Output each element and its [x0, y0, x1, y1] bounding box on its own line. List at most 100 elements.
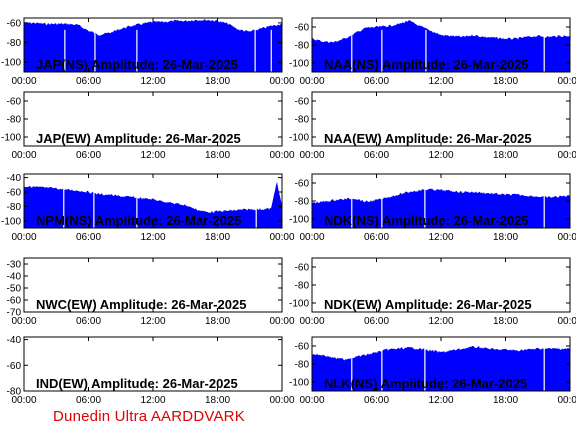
x-tick-label: 00:00 — [299, 395, 324, 406]
x-tick-label: 12:00 — [140, 76, 165, 87]
y-tick-label: -80 — [7, 38, 22, 49]
x-tick-label: 06:00 — [76, 316, 101, 327]
x-tick-label: 00:00 — [269, 76, 294, 87]
y-tick-label: -100 — [289, 378, 309, 389]
x-tick-label: 06:00 — [364, 232, 389, 243]
x-tick-label: 18:00 — [493, 76, 518, 87]
y-tick-label: -60 — [7, 188, 22, 199]
x-tick-label: 06:00 — [364, 395, 389, 406]
panel-title: JAP(EW) Amplitude: 26-Mar-2025 — [36, 131, 241, 146]
x-tick-label: 00:00 — [269, 395, 294, 406]
panel-title: NDK(EW) Amplitude: 26-Mar-2025 — [324, 297, 532, 312]
x-tick-label: 00:00 — [557, 76, 576, 87]
y-tick-label: -40 — [7, 272, 22, 283]
panel-title: JAP(NS) Amplitude: 26-Mar-2025 — [36, 57, 238, 72]
x-tick-label: 18:00 — [493, 150, 518, 161]
x-tick-label: 12:00 — [140, 150, 165, 161]
y-tick-label: -70 — [7, 308, 22, 319]
y-tick-label: -60 — [295, 263, 310, 274]
x-tick-label: 06:00 — [76, 150, 101, 161]
x-tick-label: 12:00 — [428, 150, 453, 161]
x-tick-label: 06:00 — [364, 150, 389, 161]
y-tick-label: -80 — [7, 115, 22, 126]
x-tick-label: 00:00 — [557, 150, 576, 161]
y-tick-label: -80 — [295, 115, 310, 126]
y-tick-label: -80 — [295, 281, 310, 292]
x-tick-label: 00:00 — [557, 395, 576, 406]
x-tick-label: 00:00 — [11, 232, 36, 243]
x-tick-label: 12:00 — [428, 395, 453, 406]
footer-label: Dunedin Ultra AARDDVARK — [53, 408, 245, 425]
x-tick-label: 00:00 — [11, 150, 36, 161]
x-tick-label: 00:00 — [557, 316, 576, 327]
x-tick-label: 00:00 — [11, 76, 36, 87]
y-tick-label: -100 — [289, 299, 309, 310]
panel-title: IND(EW) Amplitude: 26-Mar-2025 — [36, 376, 238, 391]
x-tick-label: 18:00 — [493, 316, 518, 327]
x-tick-label: 06:00 — [364, 76, 389, 87]
x-tick-label: 00:00 — [269, 316, 294, 327]
y-tick-label: -60 — [7, 18, 22, 29]
x-tick-label: 18:00 — [205, 316, 230, 327]
x-tick-label: 06:00 — [76, 395, 101, 406]
panel-title: NDK(NS) Amplitude: 26-Mar-2025 — [324, 213, 529, 228]
x-tick-label: 12:00 — [428, 232, 453, 243]
x-tick-label: 18:00 — [205, 232, 230, 243]
y-tick-label: -100 — [289, 133, 309, 144]
y-tick-label: -60 — [295, 23, 310, 34]
y-tick-label: -80 — [7, 387, 22, 398]
x-tick-label: 00:00 — [269, 150, 294, 161]
y-tick-label: -60 — [7, 97, 22, 108]
x-tick-label: 12:00 — [428, 76, 453, 87]
y-tick-label: -30 — [7, 260, 22, 271]
amplitude-area — [24, 181, 282, 228]
amplitude-area — [312, 19, 570, 72]
y-tick-label: -100 — [1, 58, 21, 69]
y-tick-label: -60 — [7, 296, 22, 307]
y-tick-label: -80 — [295, 197, 310, 208]
x-tick-label: 12:00 — [140, 232, 165, 243]
x-tick-label: 12:00 — [140, 316, 165, 327]
y-tick-label: -60 — [295, 179, 310, 190]
x-tick-label: 06:00 — [76, 76, 101, 87]
x-tick-label: 00:00 — [557, 232, 576, 243]
y-tick-label: -40 — [7, 173, 22, 184]
x-tick-label: 12:00 — [428, 316, 453, 327]
chart-panel: -60-80-10000:0006:0012:0018:0000:00NDK(E… — [289, 257, 576, 327]
y-tick-label: -100 — [1, 216, 21, 227]
x-tick-label: 00:00 — [299, 76, 324, 87]
x-tick-label: 18:00 — [205, 395, 230, 406]
y-tick-label: -100 — [289, 59, 309, 70]
chart-panel: -60-80-10000:0006:0012:0018:0000:00NAA(E… — [289, 91, 576, 161]
x-tick-label: 18:00 — [493, 232, 518, 243]
chart-panel: -60-80-10000:0006:0012:0018:0000:00NDK(N… — [289, 173, 576, 243]
x-tick-label: 18:00 — [205, 150, 230, 161]
x-tick-label: 00:00 — [299, 232, 324, 243]
y-tick-label: -40 — [7, 335, 22, 346]
y-tick-label: -50 — [7, 284, 22, 295]
panel-title: NLK(NS) Amplitude: 26-Mar-2025 — [324, 376, 527, 391]
y-tick-label: -60 — [295, 97, 310, 108]
chart-panel: -60-80-10000:0006:0012:0018:0000:00NAA(N… — [289, 17, 576, 87]
y-tick-label: -80 — [295, 41, 310, 52]
x-tick-label: 00:00 — [299, 316, 324, 327]
x-tick-label: 18:00 — [205, 76, 230, 87]
x-tick-label: 00:00 — [269, 232, 294, 243]
panel-title: NPM(NS) Amplitude: 26-Mar-2025 — [36, 213, 241, 228]
x-tick-label: 00:00 — [299, 150, 324, 161]
y-tick-label: -60 — [7, 361, 22, 372]
x-tick-label: 12:00 — [140, 395, 165, 406]
amplitude-area — [312, 345, 570, 391]
chart-panel: -60-80-10000:0006:0012:0018:0000:00NLK(N… — [289, 336, 576, 406]
amplitude-area — [312, 188, 570, 228]
y-tick-label: -100 — [1, 133, 21, 144]
y-tick-label: -80 — [295, 360, 310, 371]
x-tick-label: 06:00 — [364, 316, 389, 327]
y-tick-label: -60 — [295, 342, 310, 353]
y-tick-label: -80 — [7, 202, 22, 213]
x-tick-label: 00:00 — [11, 395, 36, 406]
